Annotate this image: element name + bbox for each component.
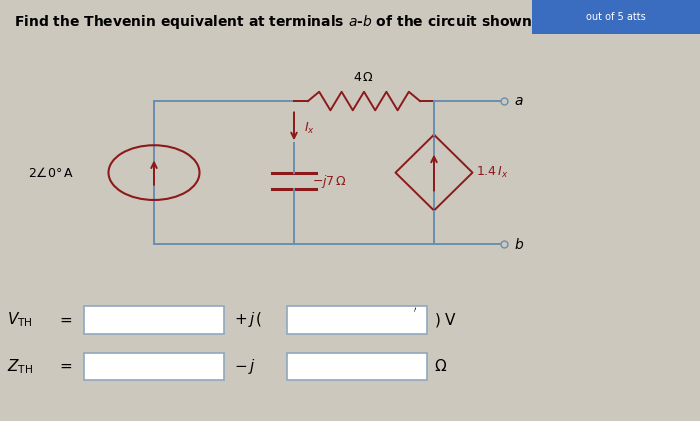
Text: $-j7\,\Omega$: $-j7\,\Omega$ <box>312 173 346 189</box>
FancyBboxPatch shape <box>532 0 700 34</box>
Text: $1.4\,I_x$: $1.4\,I_x$ <box>476 165 509 180</box>
Text: =: = <box>60 312 72 328</box>
Text: $Z_{\mathrm{TH}}$: $Z_{\mathrm{TH}}$ <box>7 357 33 376</box>
Text: $\Omega$: $\Omega$ <box>434 358 447 374</box>
Text: $4\,\Omega$: $4\,\Omega$ <box>354 71 374 84</box>
Text: $V_{\mathrm{TH}}$: $V_{\mathrm{TH}}$ <box>7 311 33 329</box>
Text: =: = <box>60 359 72 374</box>
Text: $2\angle0°\,\mathrm{A}$: $2\angle0°\,\mathrm{A}$ <box>28 165 74 180</box>
FancyBboxPatch shape <box>84 352 224 380</box>
Text: out of 5 atts: out of 5 atts <box>586 12 646 22</box>
Text: $a$: $a$ <box>514 94 524 108</box>
FancyBboxPatch shape <box>84 306 224 333</box>
Text: $'$: $'$ <box>413 306 417 317</box>
Text: $+\,j\,($: $+\,j\,($ <box>234 310 263 330</box>
FancyBboxPatch shape <box>287 352 427 380</box>
Text: $b$: $b$ <box>514 237 524 252</box>
Text: $)\ \mathrm{V}$: $)\ \mathrm{V}$ <box>434 311 457 329</box>
Text: $I_x$: $I_x$ <box>304 121 316 136</box>
Text: $-\,j$: $-\,j$ <box>234 357 256 376</box>
FancyBboxPatch shape <box>287 306 427 333</box>
Text: Find the Thevenin equivalent at terminals $a$-$b$ of the circuit shown below.: Find the Thevenin equivalent at terminal… <box>14 13 589 31</box>
